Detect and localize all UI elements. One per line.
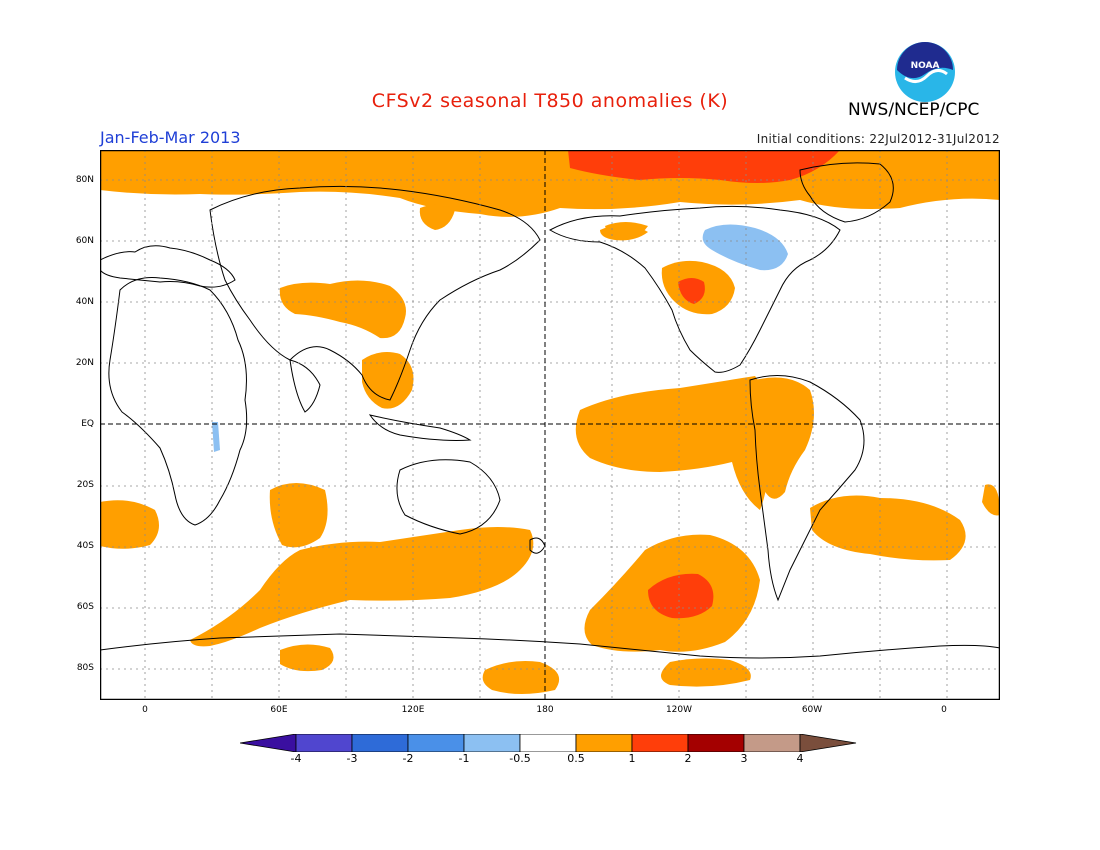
- south-america: [749, 375, 865, 602]
- colorbar-segment: [631, 733, 689, 753]
- colorbar-label: 3: [740, 752, 748, 765]
- lon-label-60w: 60W: [801, 705, 823, 715]
- coastlines: [99, 162, 1001, 659]
- colorbar-segment: [687, 733, 745, 753]
- colorbar-segment: [519, 733, 577, 753]
- lat-label-20s: 20S: [76, 480, 94, 490]
- antarctica: [99, 633, 1001, 659]
- lon-label-120w: 120W: [665, 705, 693, 715]
- lon-label-180: 180: [536, 705, 554, 715]
- svg-text:NOAA: NOAA: [911, 61, 940, 71]
- southeast-asia-warm: [362, 352, 414, 409]
- west-indian-ocean-warm: [100, 500, 159, 549]
- colorbar-label: -4: [290, 752, 302, 765]
- africa: [108, 277, 248, 526]
- north-america: [548, 205, 841, 373]
- east-africa-cold: [212, 422, 220, 452]
- colorbar-label: -2: [402, 752, 414, 765]
- colorbar-label: 4: [796, 752, 804, 765]
- colorbar-label: -0.5: [509, 752, 531, 765]
- colorbar-label: -1: [458, 752, 470, 765]
- map-frame: [99, 149, 1001, 701]
- initial-conditions-label: Initial conditions: 22Jul2012-31Jul2012: [756, 132, 1000, 146]
- colorbar-segment: [463, 733, 521, 753]
- colorbar-label: 0.5: [567, 752, 585, 765]
- arctic-warm-tongue-1: [419, 204, 455, 230]
- lat-label-eq: EQ: [81, 419, 94, 429]
- colorbar-segment-left-arrow: [239, 733, 297, 753]
- colorbar-label: 2: [684, 752, 692, 765]
- indian-ocean-warm: [269, 483, 328, 548]
- australia: [396, 459, 501, 535]
- lon-label-0-west: 0: [142, 705, 148, 715]
- lat-label-20n: 20N: [75, 358, 94, 368]
- lat-label-80s: 80S: [76, 663, 94, 673]
- warm-anomaly-areas: [100, 150, 1000, 694]
- ross-sea-warm: [482, 661, 560, 694]
- alaska-warm: [605, 222, 648, 240]
- anomaly-map: [99, 149, 1001, 701]
- south-america-warm: [755, 377, 814, 499]
- antarctic-peninsula-warm: [661, 658, 751, 687]
- gridlines: [100, 150, 1000, 700]
- south-atlantic-warm: [810, 495, 966, 561]
- antarctic-indian-warm: [280, 644, 334, 672]
- us-strong-warm: [678, 278, 705, 304]
- lat-label-80n: 80N: [75, 175, 94, 185]
- colorbar-label: 1: [628, 752, 636, 765]
- lon-label-60e: 60E: [270, 705, 288, 715]
- greenland-sea-strong-warm: [568, 150, 840, 183]
- period-label: Jan-Feb-Mar 2013: [100, 128, 241, 147]
- lat-label-60n: 60N: [75, 236, 94, 246]
- colorbar: [239, 733, 860, 753]
- colorbar-segment: [351, 733, 409, 753]
- reference-lines: [100, 150, 1000, 700]
- colorbar-segment: [743, 733, 801, 753]
- greenland: [799, 162, 894, 223]
- colorbar-segment-right-arrow: [799, 733, 857, 753]
- colorbar-segment: [407, 733, 465, 753]
- lat-label-40n: 40N: [75, 297, 94, 307]
- noaa-logo: NOAA: [893, 40, 957, 104]
- lon-label-0-east: 0: [941, 705, 947, 715]
- cold-anomaly-areas: [212, 224, 788, 452]
- strong-warm-anomaly-areas: [568, 150, 840, 619]
- lat-label-60s: 60S: [76, 602, 94, 612]
- equatorial-pacific-warm: [575, 376, 769, 510]
- colorbar-label: -3: [346, 752, 358, 765]
- east-atlantic-warm: [982, 484, 1000, 516]
- colorbar-segment: [295, 733, 353, 753]
- india: [289, 359, 321, 413]
- southeast-pacific-strong-warm: [648, 573, 714, 619]
- asia: [209, 185, 541, 401]
- central-asia-warm: [279, 280, 406, 339]
- map-title: CFSv2 seasonal T850 anomalies (K): [371, 90, 729, 112]
- hudson-bay-cold: [702, 224, 788, 271]
- colorbar-segment: [575, 733, 633, 753]
- noaa-logo-icon: NOAA: [895, 42, 955, 102]
- lat-label-40s: 40S: [76, 541, 94, 551]
- lon-label-120e: 120E: [401, 705, 425, 715]
- agency-label: NWS/NCEP/CPC: [848, 100, 980, 120]
- southern-ocean-indian-warm: [190, 527, 534, 647]
